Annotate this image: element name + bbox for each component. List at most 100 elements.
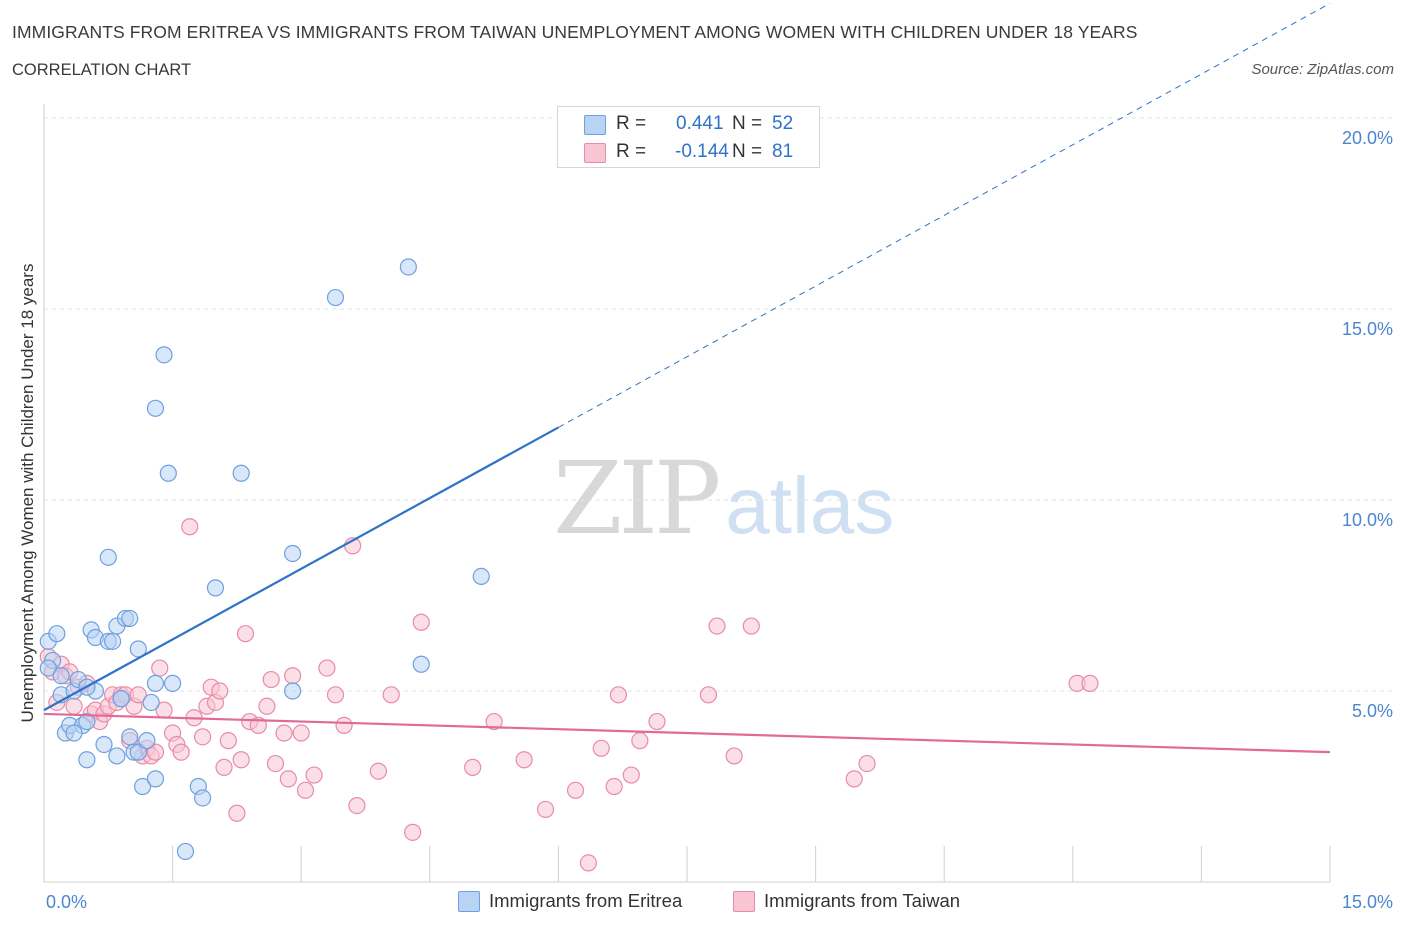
tick-labels: 5.0% 10.0% 15.0% 20.0% 0.0% 15.0% (46, 128, 1393, 912)
data-point (129, 686, 147, 704)
y-tick-label: 5.0% (1352, 701, 1393, 721)
bottom-legend-label-taiwan: Immigrants from Taiwan (764, 890, 961, 911)
legend-swatch-taiwan (584, 143, 606, 163)
data-point (592, 739, 610, 757)
data-point (121, 728, 139, 746)
data-point (845, 770, 863, 788)
data-point (631, 732, 649, 750)
data-point (219, 732, 237, 750)
trend-line-taiwan (43, 712, 1331, 754)
data-point (39, 659, 57, 677)
data-point (172, 743, 190, 761)
data-point (284, 544, 302, 563)
data-point (404, 823, 422, 841)
data-point (78, 712, 96, 731)
data-point (412, 655, 430, 673)
legend-n-value: 81 (772, 141, 794, 162)
data-point (369, 762, 387, 780)
data-point (52, 667, 70, 685)
data-point (146, 399, 165, 417)
data-point (164, 674, 182, 692)
data-point (382, 686, 400, 704)
data-point (236, 625, 255, 643)
data-point (708, 617, 726, 635)
data-point (485, 712, 503, 731)
y-tick-label: 15.0% (1342, 319, 1393, 339)
data-point (318, 659, 336, 677)
data-point (142, 693, 160, 712)
data-point (348, 796, 366, 815)
data-point (103, 632, 122, 650)
y-tick-label: 10.0% (1342, 510, 1393, 530)
data-point (176, 842, 195, 861)
x-tick-label: 0.0% (46, 892, 87, 912)
chart-subtitle: CORRELATION CHART (12, 61, 192, 79)
data-point (464, 758, 482, 777)
data-point (266, 754, 285, 773)
data-point (48, 625, 66, 643)
legend-n-label: N = (732, 113, 763, 134)
data-point (159, 464, 177, 482)
data-point (515, 751, 533, 769)
legend-r-value: -0.144 (675, 141, 729, 162)
data-point (472, 567, 490, 586)
data-point (326, 686, 345, 704)
data-point (65, 697, 83, 715)
data-point (121, 609, 139, 628)
trend-line-eritrea-extension (558, 2, 1331, 428)
data-point (228, 804, 246, 822)
axes (43, 104, 1331, 883)
legend-n-value: 52 (772, 113, 794, 134)
data-point (95, 735, 113, 754)
bottom-legend-label-eritrea: Immigrants from Eritrea (489, 890, 683, 911)
data-point (399, 258, 417, 276)
data-point (129, 743, 147, 761)
data-point (211, 682, 229, 700)
data-point (699, 686, 718, 704)
watermark-atlas: atlas (725, 461, 895, 550)
data-point (108, 747, 126, 765)
data-point (146, 770, 165, 788)
data-point (78, 751, 96, 769)
bottom-legend-swatch-eritrea (458, 891, 480, 912)
data-point (232, 751, 250, 769)
data-point (1081, 674, 1099, 692)
legend-r-label: R = (616, 113, 647, 134)
data-point (112, 690, 130, 708)
data-point (194, 789, 212, 807)
data-point (275, 724, 293, 742)
data-point (622, 766, 640, 784)
data-point (65, 724, 83, 742)
data-point (151, 659, 169, 677)
data-point (536, 800, 555, 819)
legend-n-label: N = (732, 141, 763, 162)
correlation-legend: R = 0.441 N = 52 R = -0.144 N = 81 (557, 106, 820, 168)
data-point (858, 754, 876, 773)
data-point (609, 686, 628, 704)
data-point (155, 346, 173, 364)
data-point (648, 712, 666, 731)
data-point (296, 781, 315, 799)
data-point (146, 743, 165, 761)
series-eritrea-points (39, 258, 490, 861)
data-point (279, 770, 297, 788)
data-point (232, 464, 250, 482)
data-point (284, 667, 302, 685)
data-point (284, 682, 302, 700)
source-credit: Source: ZipAtlas.com (1251, 61, 1394, 78)
chart-title: IMMIGRANTS FROM ERITREA VS IMMIGRANTS FR… (12, 22, 1138, 42)
legend-r-value: 0.441 (676, 113, 724, 134)
data-point (412, 613, 430, 631)
grid-lines (44, 117, 1395, 692)
bottom-legend-swatch-taiwan (733, 891, 755, 912)
data-point (605, 777, 623, 796)
data-point (258, 697, 276, 715)
data-point (566, 781, 585, 799)
data-point (262, 670, 280, 689)
data-point (305, 766, 323, 784)
data-point (206, 579, 225, 597)
data-point (181, 518, 199, 536)
data-point (579, 854, 598, 872)
data-point (133, 777, 152, 796)
